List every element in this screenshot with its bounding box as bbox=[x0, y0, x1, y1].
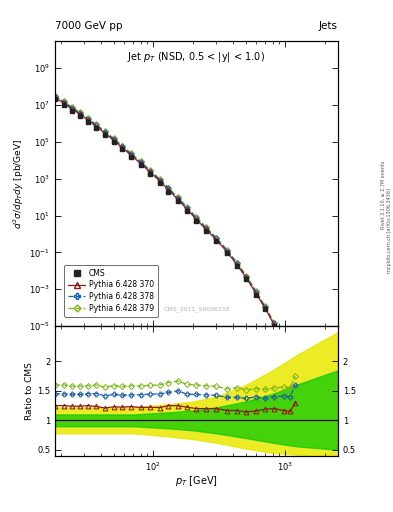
Pythia 6.428 370 bbox=[204, 226, 208, 232]
Text: mcplots.cern.ch [arXiv:1306.3436]: mcplots.cern.ch [arXiv:1306.3436] bbox=[387, 188, 391, 273]
Pythia 6.428 378 bbox=[204, 225, 208, 231]
Pythia 6.428 370 bbox=[78, 111, 83, 117]
Legend: CMS, Pythia 6.428 370, Pythia 6.428 378, Pythia 6.428 379: CMS, Pythia 6.428 370, Pythia 6.428 378,… bbox=[64, 265, 158, 316]
Line: Pythia 6.428 379: Pythia 6.428 379 bbox=[53, 94, 298, 373]
Pythia 6.428 370 bbox=[235, 262, 239, 268]
Pythia 6.428 379 bbox=[148, 167, 153, 174]
Pythia 6.428 370 bbox=[61, 100, 66, 106]
Pythia 6.428 378 bbox=[61, 99, 66, 105]
Pythia 6.428 378 bbox=[244, 273, 249, 280]
Text: Jet $p_T$ (NSD, 0.5 < |y| < 1.0): Jet $p_T$ (NSD, 0.5 < |y| < 1.0) bbox=[127, 50, 266, 63]
Pythia 6.428 370 bbox=[69, 106, 74, 112]
Text: CMS_2011_S9086218: CMS_2011_S9086218 bbox=[163, 306, 230, 312]
Pythia 6.428 370 bbox=[86, 117, 90, 123]
Pythia 6.428 378 bbox=[158, 177, 162, 183]
Pythia 6.428 370 bbox=[158, 178, 162, 184]
Pythia 6.428 378 bbox=[138, 159, 143, 165]
Pythia 6.428 370 bbox=[129, 152, 134, 158]
Pythia 6.428 370 bbox=[225, 249, 230, 255]
Pythia 6.428 379 bbox=[53, 93, 57, 99]
X-axis label: $p_T$ [GeV]: $p_T$ [GeV] bbox=[175, 474, 218, 488]
Pythia 6.428 378 bbox=[272, 321, 276, 327]
Pythia 6.428 378 bbox=[69, 104, 74, 111]
Pythia 6.428 370 bbox=[293, 371, 298, 377]
Pythia 6.428 378 bbox=[53, 93, 57, 99]
Pythia 6.428 378 bbox=[166, 185, 171, 191]
Pythia 6.428 379 bbox=[103, 128, 107, 134]
Pythia 6.428 379 bbox=[129, 151, 134, 157]
Text: Rivet 3.1.10, ≥ 2.7M events: Rivet 3.1.10, ≥ 2.7M events bbox=[381, 160, 386, 229]
Pythia 6.428 370 bbox=[138, 160, 143, 166]
Pythia 6.428 370 bbox=[53, 95, 57, 101]
Pythia 6.428 370 bbox=[254, 290, 259, 296]
Pythia 6.428 370 bbox=[185, 206, 189, 212]
Pythia 6.428 379 bbox=[225, 247, 230, 253]
Pythia 6.428 379 bbox=[86, 115, 90, 121]
Pythia 6.428 378 bbox=[148, 168, 153, 174]
Pythia 6.428 379 bbox=[120, 142, 125, 148]
Pythia 6.428 378 bbox=[185, 205, 189, 211]
Pythia 6.428 379 bbox=[204, 224, 208, 230]
Pythia 6.428 379 bbox=[194, 214, 199, 220]
Pythia 6.428 370 bbox=[194, 217, 199, 223]
Pythia 6.428 379 bbox=[166, 184, 171, 190]
Pythia 6.428 378 bbox=[175, 195, 180, 201]
Pythia 6.428 378 bbox=[120, 143, 125, 150]
Text: 7000 GeV pp: 7000 GeV pp bbox=[55, 20, 123, 31]
Pythia 6.428 378 bbox=[293, 369, 298, 375]
Pythia 6.428 379 bbox=[281, 336, 286, 343]
Pythia 6.428 378 bbox=[288, 352, 292, 358]
Pythia 6.428 370 bbox=[175, 197, 180, 203]
Pythia 6.428 379 bbox=[94, 121, 99, 127]
Pythia 6.428 370 bbox=[94, 123, 99, 130]
Pythia 6.428 370 bbox=[272, 322, 276, 328]
Pythia 6.428 379 bbox=[138, 158, 143, 164]
Line: Pythia 6.428 378: Pythia 6.428 378 bbox=[53, 94, 298, 374]
Pythia 6.428 378 bbox=[225, 247, 230, 253]
Line: Pythia 6.428 370: Pythia 6.428 370 bbox=[53, 95, 298, 376]
Pythia 6.428 379 bbox=[61, 98, 66, 104]
Pythia 6.428 370 bbox=[103, 130, 107, 136]
Pythia 6.428 379 bbox=[185, 204, 189, 210]
Y-axis label: $d^2\sigma/dp_Tdy$ [pb/GeV]: $d^2\sigma/dp_Tdy$ [pb/GeV] bbox=[12, 138, 26, 229]
Pythia 6.428 370 bbox=[111, 137, 116, 143]
Pythia 6.428 379 bbox=[263, 303, 267, 309]
Pythia 6.428 370 bbox=[281, 339, 286, 345]
Pythia 6.428 378 bbox=[129, 151, 134, 157]
Pythia 6.428 370 bbox=[263, 305, 267, 311]
Pythia 6.428 379 bbox=[111, 135, 116, 141]
Pythia 6.428 370 bbox=[288, 353, 292, 359]
Pythia 6.428 379 bbox=[69, 104, 74, 110]
Pythia 6.428 378 bbox=[235, 261, 239, 267]
Pythia 6.428 370 bbox=[214, 237, 219, 243]
Pythia 6.428 378 bbox=[103, 129, 107, 135]
Pythia 6.428 379 bbox=[214, 234, 219, 241]
Pythia 6.428 379 bbox=[235, 260, 239, 266]
Pythia 6.428 379 bbox=[78, 110, 83, 116]
Text: Jets: Jets bbox=[319, 20, 338, 31]
Y-axis label: Ratio to CMS: Ratio to CMS bbox=[25, 362, 34, 420]
Pythia 6.428 379 bbox=[244, 273, 249, 279]
Pythia 6.428 378 bbox=[94, 122, 99, 129]
Pythia 6.428 379 bbox=[175, 194, 180, 200]
Pythia 6.428 378 bbox=[281, 337, 286, 344]
Pythia 6.428 379 bbox=[254, 288, 259, 294]
Pythia 6.428 370 bbox=[120, 144, 125, 151]
Pythia 6.428 378 bbox=[214, 236, 219, 242]
Pythia 6.428 370 bbox=[148, 169, 153, 176]
Pythia 6.428 378 bbox=[194, 215, 199, 221]
Pythia 6.428 378 bbox=[263, 304, 267, 310]
Pythia 6.428 379 bbox=[272, 319, 276, 326]
Pythia 6.428 370 bbox=[166, 187, 171, 193]
Pythia 6.428 379 bbox=[293, 368, 298, 374]
Pythia 6.428 379 bbox=[288, 351, 292, 357]
Pythia 6.428 378 bbox=[111, 136, 116, 142]
Pythia 6.428 378 bbox=[86, 116, 90, 122]
Pythia 6.428 378 bbox=[254, 289, 259, 295]
Pythia 6.428 370 bbox=[244, 275, 249, 281]
Pythia 6.428 379 bbox=[158, 176, 162, 182]
Pythia 6.428 378 bbox=[78, 110, 83, 116]
